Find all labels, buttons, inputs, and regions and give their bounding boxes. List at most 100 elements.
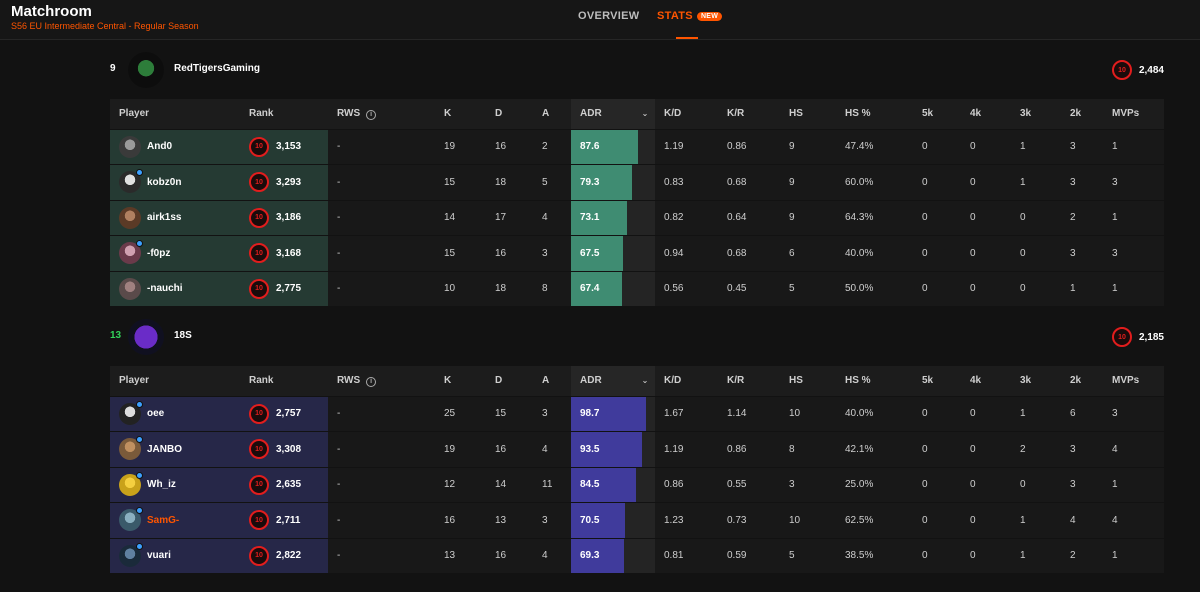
team-name[interactable]: RedTigersGaming [174,63,260,74]
stat-rws: - [328,270,435,307]
info-icon[interactable]: i [366,376,377,387]
column-header-4k[interactable]: 4k [961,99,1011,130]
column-header-a[interactable]: A [533,99,571,130]
skill-level-icon: 10 [249,403,269,424]
avatar[interactable] [119,240,143,265]
column-header-k[interactable]: K [435,99,486,130]
stat-d: 17 [486,199,533,236]
info-icon[interactable]: i [366,109,377,120]
player-cell[interactable]: -nauchi [110,270,240,307]
competition-link[interactable]: S56 EU Intermediate Central - Regular Se… [11,21,199,31]
chevron-down-icon: ⌄ [641,376,649,386]
column-header-rank[interactable]: Rank [240,99,328,130]
column-header-k-r[interactable]: K/R [718,99,780,130]
column-header-2k[interactable]: 2k [1061,366,1103,397]
table-body: And0 10 3,153-19 16 2 87.6 1.19 0.86 9 47.4% 0 0 1 3 1… [110,128,1164,307]
player-name[interactable]: airk1ss [147,212,182,224]
column-header-player[interactable]: Player [110,99,240,130]
column-header-5k[interactable]: 5k [913,366,961,397]
column-header-3k[interactable]: 3k [1011,366,1061,397]
player-name[interactable]: JANBO [147,443,183,455]
player-cell[interactable]: SamG- [110,502,240,539]
player-name[interactable]: And0 [147,141,172,153]
avatar[interactable] [119,471,143,496]
skill-level-icon: 10 [1111,60,1132,80]
column-header-k[interactable]: K [435,366,486,397]
column-header-rank[interactable]: Rank [240,366,328,397]
column-header-4k[interactable]: 4k [961,366,1011,397]
stat-adr: 73.1 [571,199,655,236]
player-cell[interactable]: vuari [110,537,240,574]
column-header-k-d[interactable]: K/D [655,366,718,397]
player-cell[interactable]: airk1ss [110,199,240,236]
column-header-player[interactable]: Player [110,366,240,397]
tab-overview[interactable]: OVERVIEW [578,10,640,22]
column-header-adr[interactable]: ADR ⌄ [571,99,655,130]
stat-mvps: 1 [1103,270,1164,307]
column-header-adr[interactable]: ADR ⌄ [571,366,655,397]
table-row: kobz0n 10 3,293-15 18 5 79.3 0.83 0.68 9 60.0% 0 0 1… [110,164,1164,201]
stat-k4: 0 [961,537,1011,574]
team-logo[interactable] [128,52,164,88]
stat-mvps: 3 [1103,164,1164,201]
avatar[interactable] [119,206,141,229]
player-name[interactable]: -f0pz [147,247,171,259]
player-cell[interactable]: oee [110,395,240,432]
player-cell[interactable]: JANBO [110,431,240,468]
adr-bar [571,503,625,538]
stat-kd: 0.81 [655,537,718,574]
column-header-d[interactable]: D [486,99,533,130]
column-header-rws[interactable]: RWS i [328,366,435,397]
team-elo-value: 2,484 [1138,64,1164,76]
adr-bar [571,538,624,573]
column-header-hs[interactable]: HS [780,99,836,130]
player-name[interactable]: -nauchi [147,283,183,295]
adr-bar [571,236,623,271]
column-header-d[interactable]: D [486,366,533,397]
team-logo[interactable] [128,319,164,355]
player-cell[interactable]: -f0pz [110,235,240,272]
column-header-2k[interactable]: 2k [1061,99,1103,130]
column-header-hs[interactable]: HS % [836,99,913,130]
avatar[interactable] [119,400,143,425]
stat-k4: 0 [961,431,1011,468]
player-name[interactable]: vuari [147,550,171,562]
skill-level-icon: 10 [249,545,269,566]
stat-hsp: 25.0% [836,466,913,503]
player-cell[interactable]: And0 [110,128,240,165]
column-header-hs[interactable]: HS % [836,366,913,397]
column-header-mvps[interactable]: MVPs [1103,99,1164,130]
rank-cell: 10 3,308 [240,431,328,468]
table-row: SamG- 10 2,711-16 13 3 70.5 1.23 0.73 10 62.5% 0 0 1… [110,502,1164,539]
stat-k3: 1 [1011,395,1061,432]
stat-hs: 10 [780,395,836,432]
column-header-5k[interactable]: 5k [913,99,961,130]
avatar[interactable] [119,277,141,300]
stat-hsp: 50.0% [836,270,913,307]
player-name[interactable]: kobz0n [147,176,182,188]
stat-hs: 5 [780,537,836,574]
avatar[interactable] [119,135,141,158]
stat-k: 10 [435,270,486,307]
column-header-rws[interactable]: RWS i [328,99,435,130]
column-header-3k[interactable]: 3k [1011,99,1061,130]
tab-stats[interactable]: STATS NEW [657,10,723,22]
player-name[interactable]: oee [147,408,165,420]
column-header-mvps[interactable]: MVPs [1103,366,1164,397]
avatar[interactable] [119,542,143,567]
avatar[interactable] [119,507,143,532]
column-header-k-r[interactable]: K/R [718,366,780,397]
player-cell[interactable]: Wh_iz [110,466,240,503]
player-name[interactable]: Wh_iz [147,479,176,491]
stat-hs: 9 [780,199,836,236]
column-header-hs[interactable]: HS [780,366,836,397]
team-name[interactable]: 18S [174,330,192,341]
column-header-k-d[interactable]: K/D [655,99,718,130]
rank-cell: 10 3,186 [240,199,328,236]
stat-adr: 87.6 [571,128,655,165]
avatar[interactable] [119,169,143,194]
player-name[interactable]: SamG- [147,514,180,526]
avatar[interactable] [119,436,143,461]
column-header-a[interactable]: A [533,366,571,397]
player-cell[interactable]: kobz0n [110,164,240,201]
